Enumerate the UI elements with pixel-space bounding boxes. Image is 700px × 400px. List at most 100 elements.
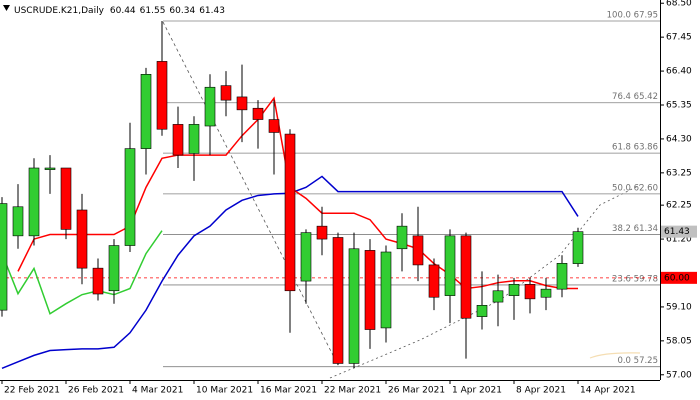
- header: USCRUDE.K21,Daily 60.44 61.55 60.34 61.43: [3, 5, 225, 16]
- y-tick-label: 58.05: [666, 336, 692, 346]
- candle-body: [92, 267, 104, 295]
- candle: [92, 258, 104, 301]
- candle: [156, 21, 168, 136]
- candle-body: [204, 86, 216, 127]
- y-tick-label: 59.10: [666, 302, 692, 312]
- indicator-line: [17, 96, 578, 290]
- y-tick-label: 63.25: [666, 168, 692, 178]
- candle-body: [156, 61, 168, 130]
- candle: [252, 100, 264, 149]
- candle-body: [492, 290, 504, 303]
- candle-body: [364, 250, 376, 330]
- candle-body: [380, 251, 392, 329]
- candle-body: [12, 206, 24, 237]
- fib-label: 38.2 61.34: [612, 224, 658, 234]
- projection-line: [329, 184, 641, 379]
- x-tick-label: 26 Feb 2021: [68, 386, 124, 396]
- candle-body: [300, 232, 312, 282]
- candle: [380, 245, 392, 343]
- candle: [284, 129, 296, 333]
- projection-curve: [589, 352, 641, 359]
- x-tick-label: 1 Apr 2021: [452, 386, 502, 396]
- candle-body: [76, 209, 88, 269]
- candle: [124, 122, 136, 252]
- current-price-label: 61.43: [664, 227, 690, 237]
- candle: [508, 277, 520, 320]
- fib-label: 50.0 62.60: [612, 183, 658, 193]
- y-tick-label: 68.50: [666, 0, 692, 9]
- alert-box: [661, 271, 697, 284]
- x-tick-label: 22 Mar 2021: [324, 386, 381, 396]
- open-value: 60.44: [110, 6, 136, 16]
- x-tick-label: 8 Apr 2021: [516, 386, 566, 396]
- indicator-line: [1, 230, 163, 315]
- candle-body: [252, 107, 264, 120]
- x-tick-label: 26 Mar 2021: [388, 386, 445, 396]
- candle-body: [316, 225, 328, 240]
- candle-body: [284, 133, 296, 292]
- candle: [0, 197, 8, 317]
- x-tick-label: 4 Mar 2021: [132, 386, 183, 396]
- x-tick-label: 16 Mar 2021: [260, 386, 317, 396]
- symbol: USCRUDE.K21,Daily: [14, 6, 105, 16]
- candle: [396, 213, 408, 272]
- candle: [220, 71, 232, 117]
- candle: [524, 277, 536, 314]
- candle-body: [108, 245, 120, 292]
- candle: [556, 255, 568, 298]
- high-value: 61.55: [140, 6, 166, 16]
- y-tick-label: 66.40: [666, 67, 692, 77]
- candle-body: [220, 85, 232, 101]
- y-tick-label: 64.30: [666, 134, 692, 144]
- fib-label: 23.6 59.78: [612, 274, 658, 284]
- candle: [188, 116, 200, 181]
- candle: [428, 258, 440, 311]
- candle-body: [124, 148, 136, 246]
- candle-body: [396, 225, 408, 250]
- candle: [444, 229, 456, 324]
- fib-label: 76.4 65.42: [612, 92, 658, 102]
- candle: [492, 274, 504, 327]
- x-tick-label: 22 Feb 2021: [4, 386, 60, 396]
- candle: [12, 184, 24, 249]
- candle-body: [348, 248, 360, 364]
- low-value: 60.34: [169, 6, 195, 16]
- candle: [364, 239, 376, 349]
- candle: [76, 193, 88, 285]
- y-tick-label: 65.35: [666, 101, 692, 111]
- candle-body: [460, 235, 472, 319]
- candle-body: [172, 124, 184, 156]
- candle-body: [0, 203, 8, 311]
- candle: [28, 158, 40, 246]
- candle: [236, 64, 248, 143]
- candle-body: [508, 284, 520, 296]
- candle: [108, 239, 120, 304]
- candle-body: [412, 235, 424, 266]
- header-icon: [3, 5, 10, 11]
- candle-body: [540, 288, 552, 298]
- candle: [60, 167, 72, 240]
- candle: [476, 271, 488, 330]
- current-price-box: [661, 225, 697, 238]
- candle-body: [332, 237, 344, 364]
- x-tick-label: 14 Apr 2021: [580, 386, 636, 396]
- fib-label: 100.0 67.95: [607, 11, 658, 21]
- candle-body: [140, 74, 152, 149]
- candle: [44, 155, 56, 194]
- candle: [540, 277, 552, 311]
- candle-body: [60, 167, 72, 230]
- candle: [268, 100, 280, 175]
- y-tick-label: 57.00: [666, 370, 692, 380]
- candle-body: [268, 119, 280, 133]
- header-text: USCRUDE.K21,Daily 60.44 61.55 60.34 61.43: [14, 6, 225, 16]
- candle: [412, 206, 424, 282]
- alert-label: 60.00: [664, 273, 690, 283]
- candle-body: [28, 167, 40, 237]
- candle: [332, 232, 344, 366]
- fib-label: 0.0 57.25: [617, 356, 658, 366]
- candle-body: [44, 167, 56, 170]
- candle: [460, 232, 472, 359]
- candle-body: [524, 284, 536, 300]
